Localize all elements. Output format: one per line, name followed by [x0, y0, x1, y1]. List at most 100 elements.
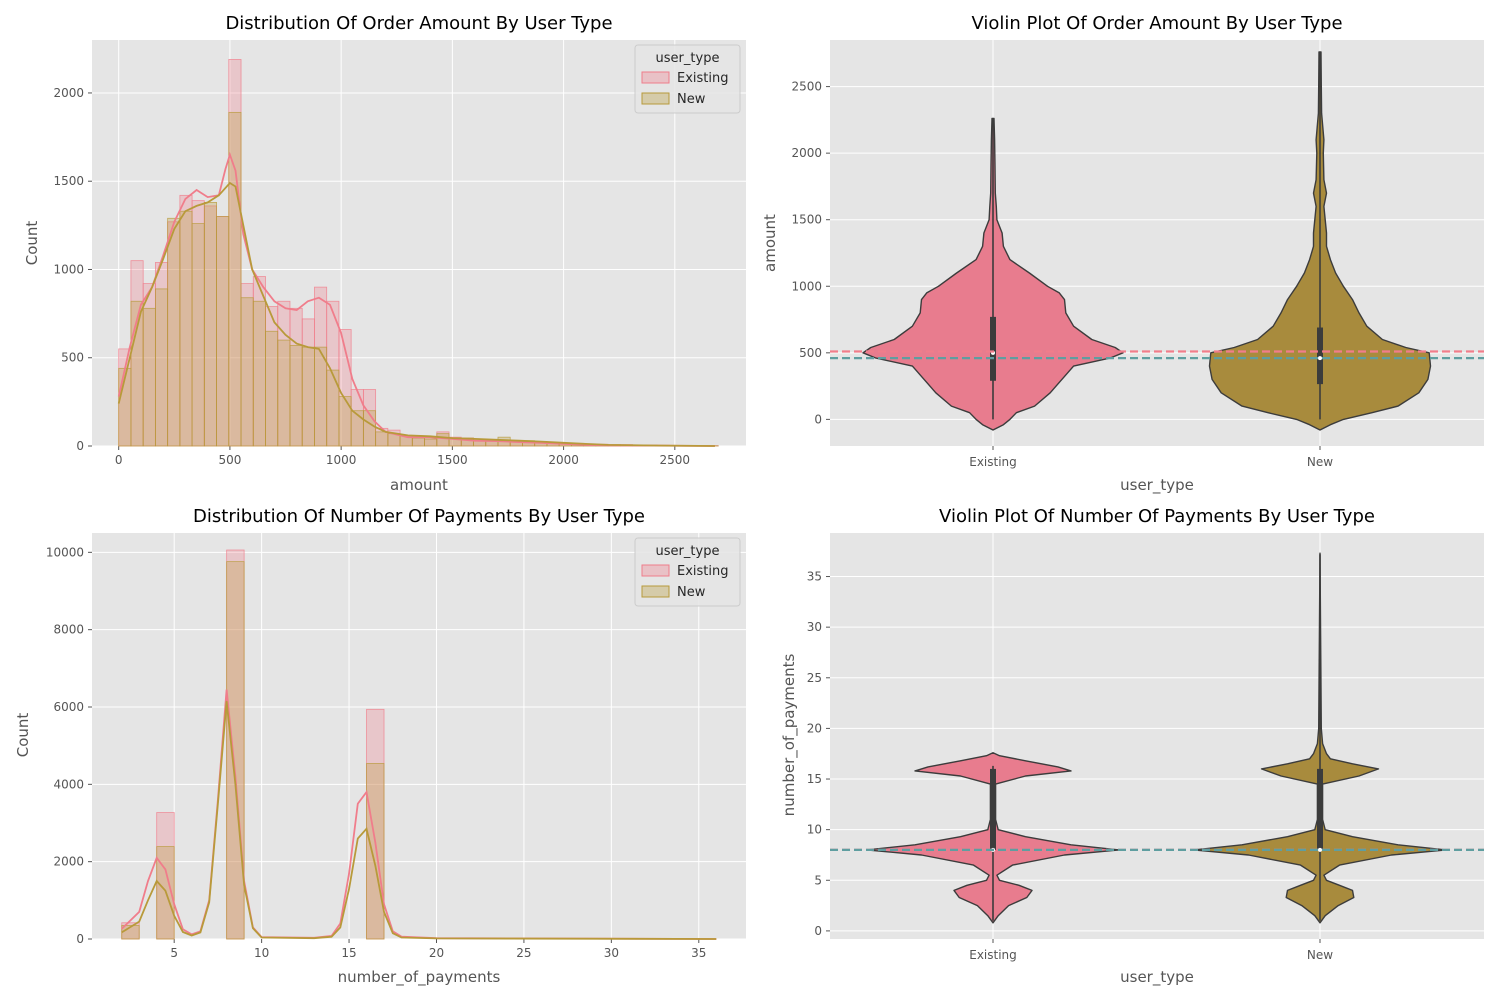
- y-tick-label: 8000: [53, 623, 84, 637]
- histogram-bar: [363, 411, 375, 446]
- histogram-bar: [437, 434, 449, 446]
- y-tick-label: 1000: [53, 262, 84, 276]
- histogram-bar: [204, 202, 216, 446]
- histogram-bar: [227, 562, 244, 939]
- x-tick-label: 25: [516, 946, 531, 960]
- y-tick-label: 2000: [791, 146, 822, 160]
- violin-1-plot-area: 0 500 1000 1500 2000 2500 Existing New: [791, 40, 1484, 469]
- y-tick-label: 2000: [53, 86, 84, 100]
- x-tick-label: 0: [115, 453, 123, 467]
- histogram-bar: [367, 763, 384, 939]
- y-tick-label: 1500: [791, 213, 822, 227]
- histogram-bar: [351, 411, 363, 446]
- histogram-bar: [217, 217, 229, 446]
- legend-swatch-existing: [642, 72, 669, 83]
- legend-swatch-new: [642, 93, 669, 104]
- histogram-bar: [192, 224, 204, 446]
- y-tick-label: 0: [76, 932, 84, 946]
- legend-label-new: New: [677, 92, 706, 107]
- y-tick-label: 1500: [53, 174, 84, 188]
- x-axis-label: user_type: [1120, 476, 1194, 495]
- y-tick-label: 0: [76, 439, 84, 453]
- y-axis-label: number_of_payments: [780, 654, 799, 817]
- legend-title: user_type: [656, 544, 720, 559]
- y-tick-label: 25: [807, 671, 822, 685]
- legend-label-existing: Existing: [677, 564, 729, 579]
- y-tick-label: 0: [814, 924, 822, 938]
- panel-title: Distribution Of Number Of Payments By Us…: [193, 506, 645, 527]
- legend-title: user_type: [656, 51, 720, 66]
- y-tick-label: 20: [807, 721, 822, 735]
- y-tick-label: 500: [799, 346, 822, 360]
- x-tick-label: 5: [170, 946, 178, 960]
- histogram-bar: [168, 218, 180, 446]
- x-tick-label: New: [1307, 455, 1333, 469]
- histogram-bar: [314, 347, 326, 446]
- x-tick-label: Existing: [969, 455, 1017, 469]
- x-tick-label: 35: [691, 946, 706, 960]
- y-axis-label: amount: [761, 214, 779, 272]
- violin-box-existing: [990, 769, 996, 850]
- histogram-bar: [412, 438, 424, 446]
- histogram-bar: [253, 301, 265, 446]
- y-tick-label: 2500: [791, 80, 822, 94]
- y-axis-label: Count: [23, 221, 41, 266]
- panel-title: Violin Plot Of Number Of Payments By Use…: [939, 506, 1375, 527]
- legend-label-new: New: [677, 585, 706, 600]
- x-tick-label: 1500: [437, 453, 468, 467]
- y-tick-label: 35: [807, 570, 822, 584]
- x-tick-label: 15: [341, 946, 356, 960]
- legend: user_type Existing New: [635, 538, 740, 606]
- panel-title: Violin Plot Of Order Amount By User Type: [971, 13, 1342, 34]
- y-tick-label: 0: [814, 412, 822, 426]
- x-tick-label: 1000: [326, 453, 357, 467]
- histogram-bar: [278, 340, 290, 446]
- histogram-bar: [376, 432, 388, 446]
- y-axis-label: Count: [14, 713, 32, 758]
- x-tick-label: 500: [218, 453, 241, 467]
- histogram-bar: [302, 347, 314, 446]
- x-tick-label: 2500: [660, 453, 691, 467]
- x-tick-label: 20: [429, 946, 444, 960]
- x-axis-label: amount: [390, 476, 448, 494]
- panel-title: Distribution Of Order Amount By User Typ…: [225, 13, 612, 34]
- y-tick-label: 10000: [46, 545, 84, 559]
- violin-box-new: [1317, 769, 1323, 850]
- histogram-bar: [339, 397, 351, 446]
- violin-median-new: [1318, 356, 1322, 360]
- violin-median-new: [1318, 848, 1322, 852]
- y-tick-label: 4000: [53, 777, 84, 791]
- x-tick-label: 2000: [548, 453, 579, 467]
- x-axis-label: number_of_payments: [338, 968, 501, 987]
- histogram-bar: [143, 308, 155, 446]
- y-tick-label: 2000: [53, 855, 84, 869]
- legend: user_type Existing New: [635, 45, 740, 113]
- histogram-0-plot-area: 0 500 1000 1500 2000 0 500 1000 1500 2000 2500 user…: [53, 40, 746, 467]
- histogram-bar: [241, 298, 253, 446]
- y-tick-label: 1000: [791, 279, 822, 293]
- y-tick-label: 10: [807, 823, 822, 837]
- violin-box-existing: [990, 317, 996, 381]
- y-tick-label: 15: [807, 772, 822, 786]
- y-tick-label: 5: [814, 873, 822, 887]
- x-tick-label: Existing: [969, 948, 1017, 962]
- legend-swatch-new: [642, 586, 669, 597]
- y-tick-label: 6000: [53, 700, 84, 714]
- histogram-bar: [229, 112, 241, 446]
- y-tick-label: 500: [61, 351, 84, 365]
- x-tick-label: 10: [254, 946, 269, 960]
- histogram-bar: [266, 331, 278, 446]
- histogram-bar: [155, 289, 167, 446]
- histogram-bar: [327, 370, 339, 446]
- plot-background: [830, 533, 1484, 939]
- legend-label-existing: Existing: [677, 71, 729, 86]
- x-axis-label: user_type: [1120, 968, 1194, 987]
- violin-box-new: [1317, 328, 1323, 385]
- histogram-bar: [425, 439, 437, 446]
- histogram-bar: [290, 345, 302, 446]
- legend-swatch-existing: [642, 565, 669, 576]
